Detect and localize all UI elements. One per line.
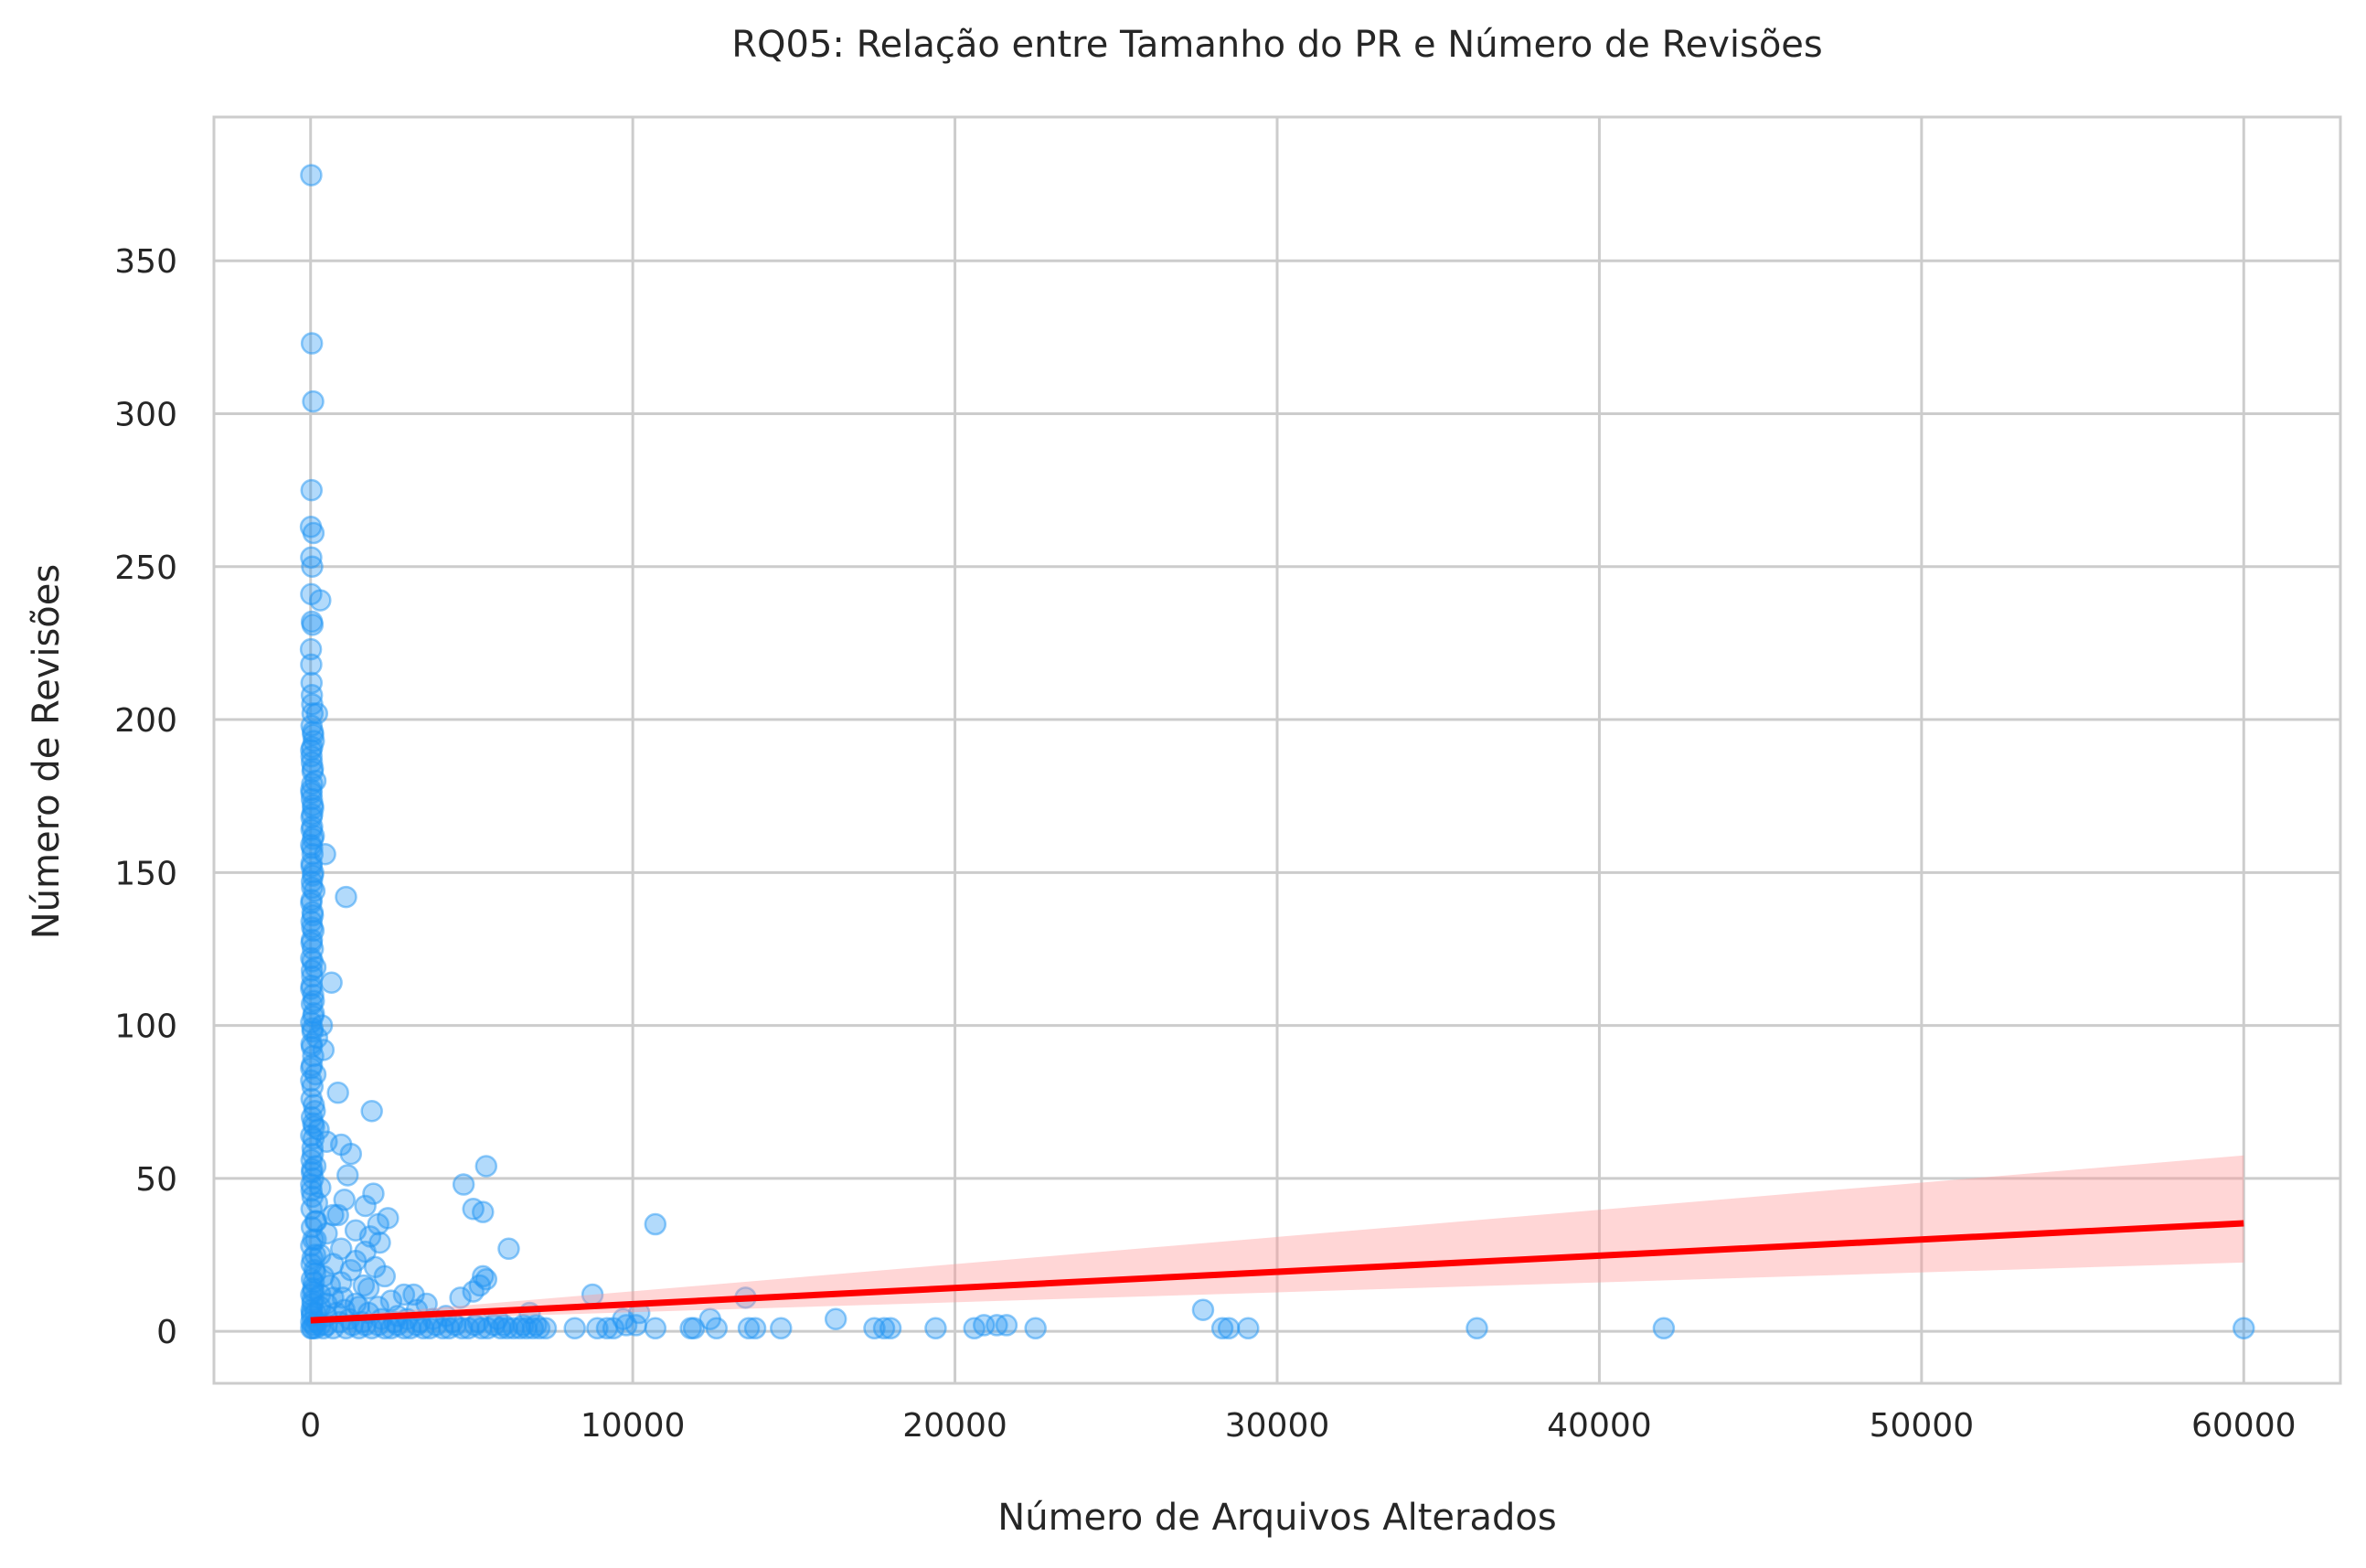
data-point [995,1314,1018,1337]
data-point [879,1317,902,1340]
y-tick-label: 0 [156,1314,177,1351]
data-point [512,1314,535,1337]
plot-frame [212,115,2342,1385]
data-points [299,164,2255,1340]
data-point [300,1057,323,1080]
data-point [362,1182,385,1205]
y-gridlines [214,259,2340,1333]
data-point [492,1314,516,1337]
y-tick-label: 350 [114,243,177,281]
data-point [1210,1317,1234,1340]
x-tick-label: 50000 [1870,1407,1975,1445]
data-point [302,521,325,545]
data-point [534,1317,558,1340]
data-point [300,1179,324,1202]
data-point [602,1317,625,1340]
data-point [705,1317,729,1340]
y-tick-label: 100 [114,1008,177,1046]
y-tick-label: 300 [114,397,177,434]
data-point [300,855,324,878]
data-point [354,1194,377,1218]
data-point [472,1200,495,1223]
data-point [304,1228,327,1252]
data-point [474,1155,498,1178]
data-point [300,1035,324,1059]
data-point [872,1317,896,1340]
data-point [497,1237,520,1261]
data-point [300,478,324,502]
data-point [301,720,325,743]
data-point [373,1264,397,1288]
data-point [1652,1317,1676,1340]
data-point [302,389,325,413]
data-point [336,1164,359,1187]
chart-title: RQ05: Relação entre Tamanho do PR e Núme… [731,24,1823,66]
data-point [305,1191,329,1214]
data-point [737,1317,761,1340]
x-tick-label: 40000 [1547,1407,1652,1445]
data-point [644,1317,667,1340]
x-axis-label: Número de Arquivos Alterados [997,1497,1556,1539]
y-tick-label: 250 [114,549,177,587]
data-point [563,1317,586,1340]
y-tick-label: 50 [135,1161,177,1199]
data-point [304,1100,326,1123]
y-tick-label: 200 [114,702,177,740]
data-point [357,1277,380,1300]
y-tick-label: 150 [114,855,177,892]
x-tick-label: 30000 [1225,1407,1330,1445]
data-point [367,1212,389,1236]
data-point [335,885,357,909]
data-point [326,1203,349,1227]
data-point [300,582,323,606]
data-point [682,1317,706,1340]
x-gridlines [309,117,2245,1383]
data-point [300,653,323,677]
data-point [1465,1317,1488,1340]
data-point [301,950,325,973]
data-point [624,1314,647,1337]
data-point [824,1307,847,1330]
data-point [1217,1317,1241,1340]
data-point [468,1274,491,1297]
data-point [770,1317,793,1340]
x-tick-label: 10000 [581,1407,686,1445]
data-point [299,637,323,661]
data-point [339,1142,363,1166]
data-point [924,1317,947,1340]
data-point [1237,1317,1260,1340]
data-point [1024,1317,1047,1340]
y-axis-label: Número de Revisões [26,564,68,939]
data-point [326,1081,349,1104]
data-point [452,1173,475,1196]
data-point [528,1317,551,1340]
x-tick-label: 60000 [2191,1407,2297,1445]
data-point [300,332,324,355]
data-point [300,164,323,187]
data-point [462,1280,485,1303]
data-point [2233,1317,2255,1340]
data-point [449,1286,472,1309]
data-point [304,1210,328,1232]
data-point [301,613,325,636]
data-point [300,977,323,1000]
confidence-band [310,1155,2244,1323]
x-tick-label: 0 [300,1407,321,1445]
x-tick-labels: 0 10000 20000 30000 40000 50000 60000 [300,1407,2296,1445]
data-point [644,1212,667,1236]
data-point [743,1317,767,1340]
data-point [360,1100,383,1123]
x-tick-label: 20000 [902,1407,1007,1445]
y-tick-labels: 0 50 100 150 200 250 300 350 [114,243,177,1351]
data-point [1191,1298,1215,1321]
data-point [320,971,343,995]
data-point [301,555,324,579]
regression-line [310,1220,2244,1324]
